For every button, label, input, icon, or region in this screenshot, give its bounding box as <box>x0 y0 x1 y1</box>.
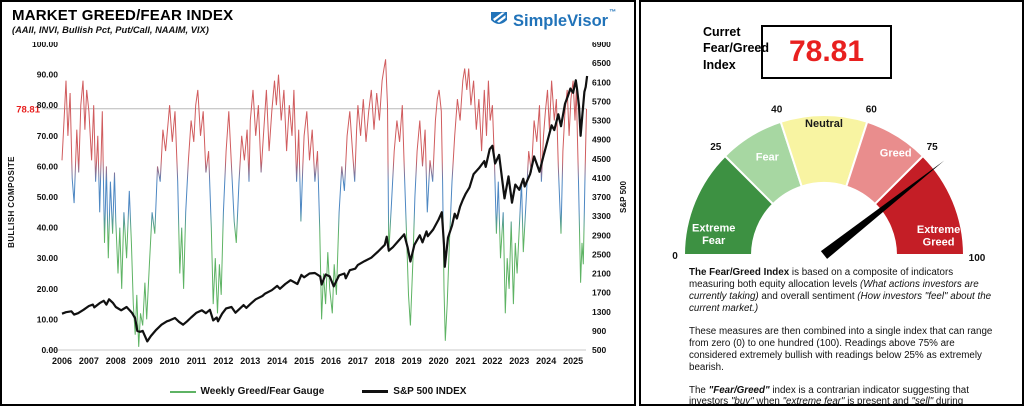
legend-item-gauge: Weekly Greed/Fear Gauge <box>169 386 325 397</box>
left-axis-title: BULLISH COMPOSITE <box>7 156 16 248</box>
x-axis-tick: 2022 <box>482 356 502 366</box>
gauge-segment-label: Fear <box>702 235 726 247</box>
description-paragraph: The Fear/Greed Index is based on a compo… <box>689 267 992 314</box>
gauge-needle <box>820 160 945 259</box>
sp500-line-swatch <box>362 390 389 393</box>
right-axis-tick: 5700 <box>592 96 611 106</box>
right-axis-title: S&P 500 <box>619 181 628 213</box>
gauge-segment-label: Greed <box>880 147 912 159</box>
right-axis-tick: 2500 <box>592 249 611 259</box>
fear-greed-gauge: ExtremeFearFearNeutralGreedExtremeGreed0… <box>672 104 986 264</box>
x-axis-tick: 2011 <box>187 356 207 366</box>
sp500-line <box>61 75 589 343</box>
gauge-tick-label: 0 <box>672 251 678 262</box>
right-axis-tick: 2100 <box>592 269 611 279</box>
x-axis-tick: 2017 <box>348 356 368 366</box>
right-axis-tick: 500 <box>592 345 606 355</box>
right-axis-tick: 6900 <box>592 42 611 49</box>
x-axis-tick: 2025 <box>563 356 583 366</box>
left-axis-tick: 60.00 <box>37 161 59 171</box>
chart-legend: Weekly Greed/Fear Gauge S&P 500 INDEX <box>2 386 634 397</box>
greed-fear-line-chart: 78.81 100.00 90.00 80.00 70.00 60.00 50.00 40.0… <box>7 42 628 366</box>
gauge-segment-label: Fear <box>756 152 780 164</box>
gauge-tick-label: 100 <box>969 253 986 264</box>
greed-fear-gauge-line <box>61 59 587 347</box>
description-paragraph: The "Fear/Greed" index is a contrarian i… <box>689 384 969 406</box>
right-axis-tick: 4500 <box>592 154 611 164</box>
x-axis-tick: 2012 <box>213 356 233 366</box>
index-description: The Fear/Greed Index is based on a compo… <box>689 267 997 406</box>
x-axis-tick: 2006 <box>52 356 72 366</box>
gauge-segment-label: Extreme <box>917 224 960 236</box>
right-axis-tick: 5300 <box>592 116 611 126</box>
left-axis-tick: 80.00 <box>37 100 59 110</box>
gauge-line-swatch <box>169 390 196 393</box>
legend-label-sp500: S&P 500 INDEX <box>393 386 467 397</box>
left-axis-tick: 10.00 <box>37 314 59 324</box>
gauge-segment <box>873 154 966 256</box>
x-axis-tick: 2013 <box>240 356 260 366</box>
right-axis-tick: 2900 <box>592 230 611 240</box>
x-axis-tick: 2016 <box>321 356 341 366</box>
x-axis-tick: 2007 <box>79 356 99 366</box>
description-paragraph: These measures are then combined into a … <box>689 325 993 373</box>
right-axis-tick: 1300 <box>592 307 611 317</box>
right-axis-tick: 1700 <box>592 288 611 298</box>
x-axis-tick: 2010 <box>160 356 180 366</box>
x-axis-tick: 2014 <box>267 356 287 366</box>
left-axis-tick: 90.00 <box>37 70 59 80</box>
current-index-label: Curret Fear/Greed Index <box>703 25 770 72</box>
simplevisor-logo: SimpleVisor™ <box>489 9 616 34</box>
legend-item-sp500: S&P 500 INDEX <box>362 386 466 397</box>
x-axis-tick: 2019 <box>402 356 422 366</box>
right-axis-tick: 900 <box>592 326 606 336</box>
trademark-symbol: ™ <box>609 8 617 16</box>
chart-subtitle: (AAII, INVI, Bullish Pct, Put/Call, NAAI… <box>12 25 209 35</box>
x-axis-tick: 2024 <box>536 356 556 366</box>
legend-label-gauge: Weekly Greed/Fear Gauge <box>200 386 325 397</box>
gauge-tick-label: 25 <box>710 142 722 153</box>
x-axis-tick: 2020 <box>429 356 449 366</box>
left-axis-tick: 0.00 <box>41 345 58 355</box>
x-axis-tick: 2009 <box>133 356 153 366</box>
simplevisor-logo-icon <box>489 9 509 34</box>
gauge-segment-label: Extreme <box>692 223 735 235</box>
chart-title: MARKET GREED/FEAR INDEX <box>12 7 234 24</box>
x-axis-tick: 2008 <box>106 356 126 366</box>
gauge-tick-label: 75 <box>927 142 939 153</box>
x-axis-tick: 2021 <box>455 356 475 366</box>
right-axis-tick: 6500 <box>592 58 611 68</box>
current-index-value-box: 78.81 <box>761 25 892 79</box>
gauge-segment-label: Neutral <box>805 118 843 130</box>
gauge-segment-label: Greed <box>923 236 955 248</box>
right-axis-tick: 3300 <box>592 211 611 221</box>
right-axis-tick: 4100 <box>592 173 611 183</box>
gauge-tick-label: 60 <box>866 104 878 115</box>
right-axis-tick: 4900 <box>592 135 611 145</box>
x-axis-tick: 2023 <box>509 356 529 366</box>
left-axis-tick: 50.00 <box>37 192 59 202</box>
fear-greed-gauge-panel: Curret Fear/Greed Index 78.81 Extreme Fea… <box>639 0 1024 406</box>
simplevisor-logo-text: SimpleVisor™ <box>513 8 617 31</box>
x-axis-tick: 2015 <box>294 356 314 366</box>
greed-fear-chart-panel: MARKET GREED/FEAR INDEX (AAII, INVI, Bul… <box>0 0 636 406</box>
left-axis-tick: 30.00 <box>37 253 59 263</box>
right-axis-tick: 6100 <box>592 77 611 87</box>
left-axis-tick: 100.00 <box>32 42 58 49</box>
gauge-tick-label: 40 <box>771 104 783 115</box>
x-axis-tick: 2018 <box>375 356 395 366</box>
reference-line-label: 78.81 <box>16 104 40 115</box>
left-axis-tick: 70.00 <box>37 131 59 141</box>
current-index-value: 78.81 <box>788 35 865 68</box>
left-axis-tick: 20.00 <box>37 284 59 294</box>
right-axis-tick: 3700 <box>592 192 611 202</box>
left-axis-tick: 40.00 <box>37 223 59 233</box>
